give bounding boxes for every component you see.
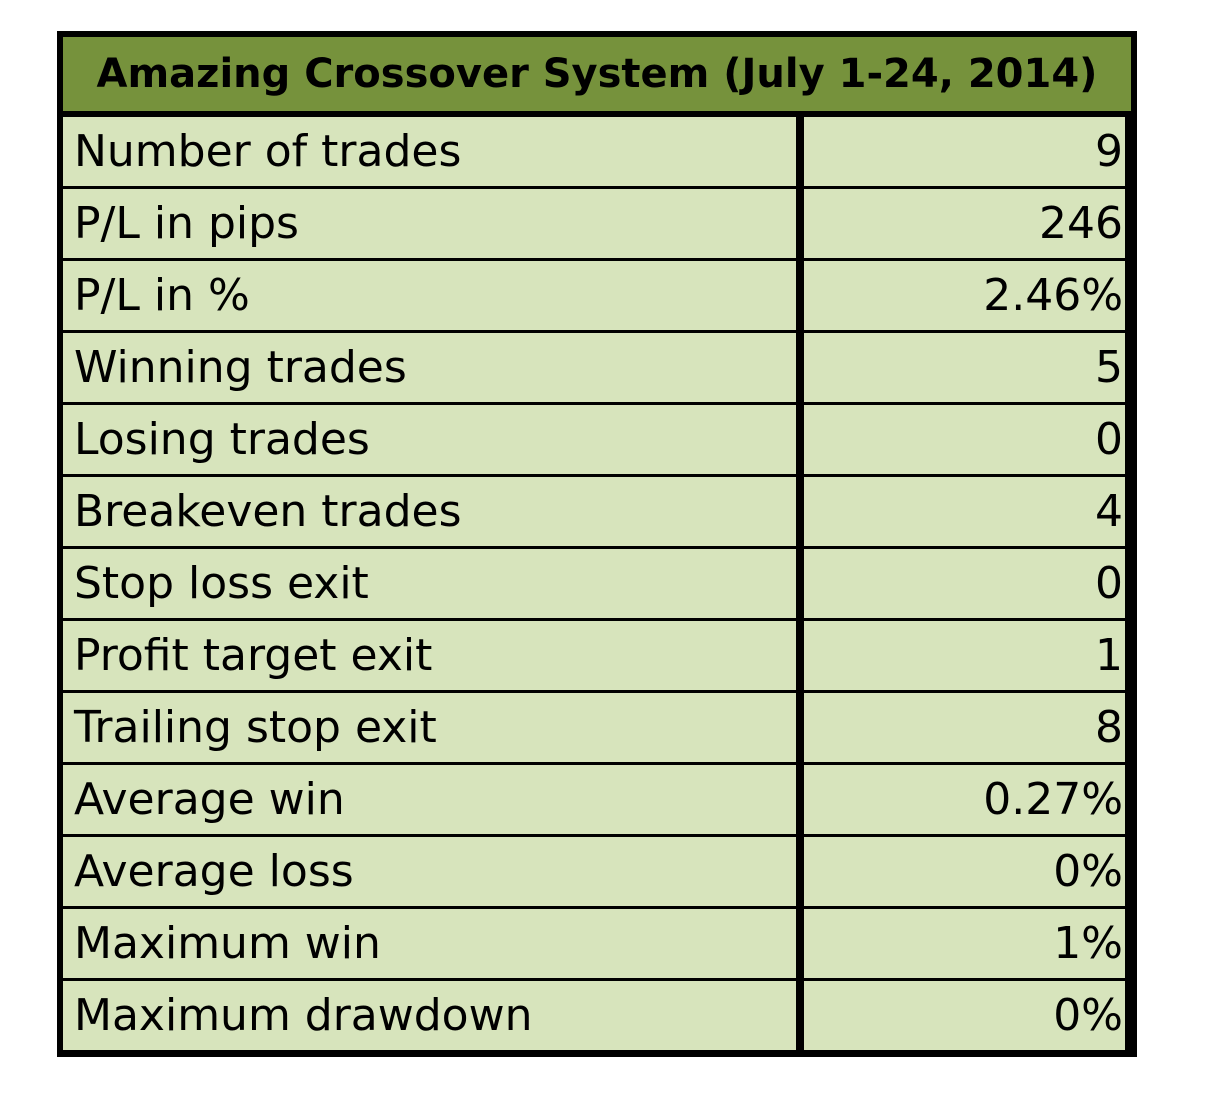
row-label: Average loss [63,837,796,906]
row-value: 1 [804,621,1125,690]
row-value: 0 [804,405,1125,474]
row-label: Average win [63,765,796,834]
row-value: 4 [804,477,1125,546]
table-row: Trailing stop exit 8 [63,693,1131,762]
stats-table: Amazing Crossover System (July 1-24, 201… [57,31,1137,1057]
row-label: Maximum win [63,909,796,978]
row-label: Maximum drawdown [63,981,796,1050]
table-row: Stop loss exit 0 [63,549,1131,618]
table-row: Losing trades 0 [63,405,1131,474]
table-row: Profit target exit 1 [63,621,1131,690]
row-value: 0% [804,837,1125,906]
table-row: Number of trades 9 [63,117,1131,186]
row-value: 9 [804,117,1125,186]
row-label: Losing trades [63,405,796,474]
row-value: 5 [804,333,1125,402]
row-label: Number of trades [63,117,796,186]
table-title: Amazing Crossover System (July 1-24, 201… [63,37,1131,111]
row-label: Breakeven trades [63,477,796,546]
row-value: 2.46% [804,261,1125,330]
table-row: Winning trades 5 [63,333,1131,402]
table-row: P/L in % 2.46% [63,261,1131,330]
table-row: Average win 0.27% [63,765,1131,834]
row-label: Trailing stop exit [63,693,796,762]
row-value: 8 [804,693,1125,762]
row-label: Profit target exit [63,621,796,690]
row-label: Winning trades [63,333,796,402]
row-value: 246 [804,189,1125,258]
row-label: P/L in % [63,261,796,330]
table-row: Average loss 0% [63,837,1131,906]
row-value: 1% [804,909,1125,978]
row-label: P/L in pips [63,189,796,258]
row-value: 0.27% [804,765,1125,834]
table-row: Maximum win 1% [63,909,1131,978]
row-value: 0 [804,549,1125,618]
table-row: P/L in pips 246 [63,189,1131,258]
row-value: 0% [804,981,1125,1050]
table-row: Breakeven trades 4 [63,477,1131,546]
row-label: Stop loss exit [63,549,796,618]
table-row: Maximum drawdown 0% [63,981,1131,1050]
